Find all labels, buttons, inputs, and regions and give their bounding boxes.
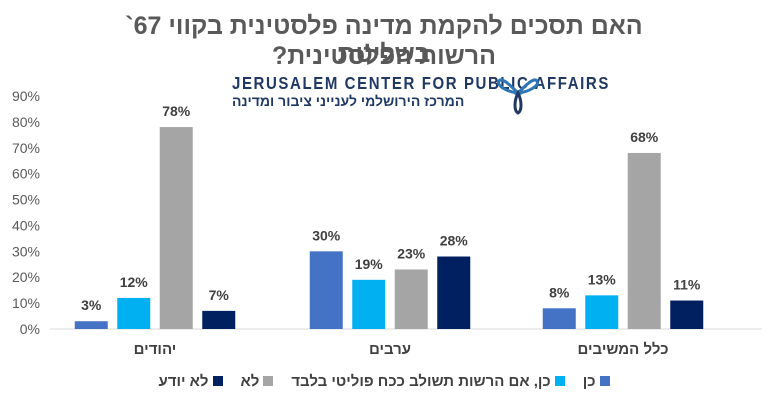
chart-title-line-1: האם תסכים להקמת מדינה פלסטינית בקווי 67`… [125,12,643,68]
legend-item: כן [583,373,610,390]
y-tick-label: 80% [12,114,40,130]
data-label: 19% [355,256,384,272]
bar [352,279,386,329]
data-label: 78% [162,103,191,119]
data-label: 7% [209,287,230,303]
y-tick-label: 0% [20,321,40,337]
y-tick-label: 10% [12,295,40,311]
y-tick-label: 50% [12,192,40,208]
data-label: 3% [81,297,102,313]
legend-label: כן [582,373,596,390]
data-label: 68% [630,129,659,145]
logo-emblem-icon [497,78,539,115]
data-label: 23% [397,245,426,261]
legend-swatch [263,376,274,387]
x-tick-label: כלל המשיבים [578,341,669,358]
x-tick-label: ערבים [369,341,411,358]
logo-hebrew-text: המרכז הירושלמי לענייני ציבור ומדינה [232,93,465,109]
data-label: 11% [673,277,701,293]
bar [627,152,661,329]
y-tick-label: 60% [12,166,40,182]
y-axis: 0% 10% 20% 30% 40% 50% 60% 70% 80% 90% [12,88,40,337]
data-label: 13% [588,271,617,287]
legend-label: לא יודע [158,373,209,390]
chart-title-line-2: הרשות הפלסטינית? [271,42,497,70]
x-tick-label: יהודים [134,341,177,358]
bar [309,251,343,329]
data-label: 8% [549,284,570,300]
data-label: 12% [120,274,149,290]
bar [437,256,471,329]
data-label: 30% [312,227,341,243]
bar [74,321,108,329]
bars-group: 3% 30% 8% 12% 19% 13% 78% 23% 68% 7% 28% 11% [74,103,704,329]
legend-item: לא יודע [158,373,223,390]
legend: כן כן, אם הרשות תשולב ככח פוליטי בלבד לא לא… [0,373,768,390]
bar [670,300,704,329]
legend-swatch [599,376,610,387]
y-tick-label: 20% [12,269,40,285]
legend-label: כן, אם הרשות תשולב ככח פוליטי בלבד [291,373,551,390]
y-tick-label: 30% [12,243,40,259]
legend-item: לא [241,373,274,390]
bar [117,297,151,329]
bar [394,269,428,329]
legend-item: כן, אם הרשות תשולב ככח פוליטי בלבד [291,373,565,390]
y-tick-label: 70% [12,140,40,156]
bar [585,295,619,329]
y-tick-label: 90% [12,88,40,104]
bar [202,310,236,329]
x-axis-labels: יהודים ערבים כלל המשיבים [134,341,669,358]
bar [159,127,193,329]
y-tick-label: 40% [12,217,40,233]
legend-swatch [212,376,223,387]
legend-label: לא [240,373,260,390]
bar [542,308,576,329]
legend-swatch [554,376,565,387]
jcpa-logo: JERUSALEM CENTER FOR PUBLIC AFFAIRS המרכ… [230,74,608,115]
data-label: 28% [440,233,469,249]
